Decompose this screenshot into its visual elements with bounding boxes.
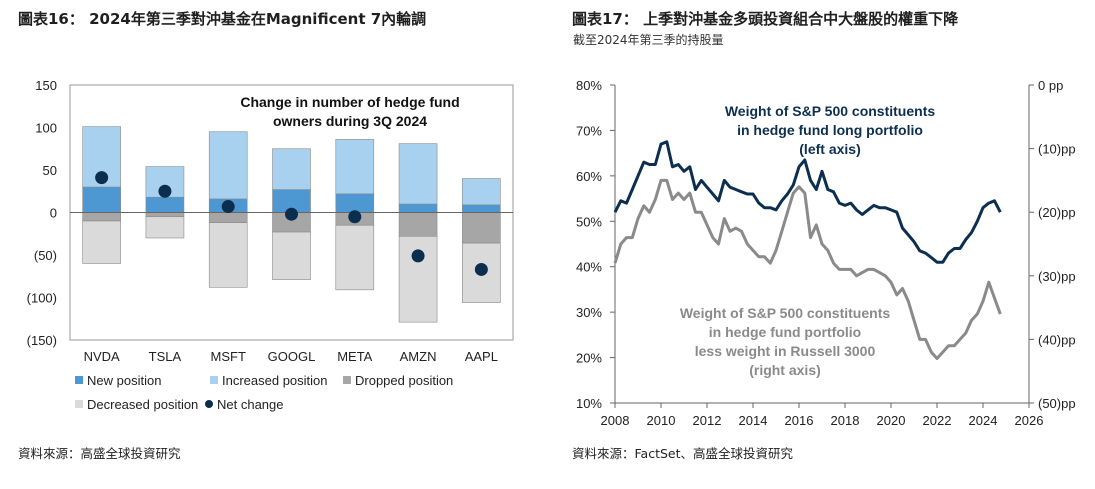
left-source: 資料來源：高盛全球投資研究 <box>18 446 181 461</box>
net-change-point <box>221 200 235 214</box>
bar-decreased-position <box>335 224 375 291</box>
legend-marker <box>205 400 213 408</box>
bar-new-position <box>145 196 185 213</box>
relative-weight-line <box>613 178 1002 360</box>
bar-new-position <box>82 186 121 213</box>
bar-new-position <box>462 204 501 213</box>
annotation-long-portfolio: Weight of S&P 500 constituents <box>725 103 936 119</box>
x-tick-label: 2022 <box>923 413 952 428</box>
left-y-tick-label: 60% <box>576 169 602 184</box>
y-tick-label: (50) <box>34 248 57 263</box>
legend-label: Decreased position <box>87 397 198 412</box>
annotation-relative-weight: Weight of S&P 500 constituents <box>680 305 891 321</box>
x-tick-label: 2020 <box>877 413 906 428</box>
x-tick-label: AMZN <box>400 349 437 364</box>
bar-increased-position <box>208 131 248 200</box>
legend-label: Net change <box>217 397 284 412</box>
net-change-point <box>95 171 109 185</box>
x-tick-label: 2026 <box>1015 413 1044 428</box>
left-y-tick-label: 10% <box>576 396 602 411</box>
bar-decreased-position <box>82 220 121 264</box>
net-change-point <box>285 207 298 221</box>
x-tick-label: TSLA <box>149 349 182 364</box>
chart-title-line-1: Change in number of hedge fund <box>240 94 459 110</box>
bar-decreased-position <box>272 231 311 280</box>
bar-new-position <box>398 203 438 213</box>
annotation-relative-weight: less weight in Russell 3000 <box>695 343 876 359</box>
net-change-point <box>474 262 488 276</box>
annotation-relative-weight: in hedge fund portfolio <box>709 324 861 340</box>
x-tick-label: MSFT <box>211 349 246 364</box>
right-y-tick-label: (40)pp <box>1038 332 1076 347</box>
bar-increased-position <box>335 139 375 195</box>
annotation-relative-weight: (right axis) <box>749 362 821 378</box>
left-y-tick-label: 40% <box>576 260 602 275</box>
bar-dropped-position <box>82 212 121 222</box>
net-change-point <box>411 249 425 263</box>
bar-decreased-position <box>145 216 185 239</box>
net-change-point <box>158 184 172 198</box>
bar-chart: 150 100 50 0 (50) (100) (150) NVDA TSLA MSFT GOOG… <box>27 78 514 412</box>
y-tick-label: 0 <box>50 206 57 221</box>
right-figure-title: 圖表17： 上季對沖基金多頭投資組合中大盤股的權重下降 <box>572 10 959 28</box>
long-portfolio-weight-line <box>613 140 1002 264</box>
legend-swatch <box>75 400 83 408</box>
legend-swatch <box>343 376 351 384</box>
x-tick-label: 2024 <box>969 413 998 428</box>
left-figure: 圖表16： 2024年第三季對沖基金在Magnificent 7內輪調 150 1… <box>0 0 545 489</box>
legend-label: Increased position <box>222 373 328 388</box>
right-figure-subtitle: 截至2024年第三季的持股量 <box>573 33 724 47</box>
y-tick-label: (150) <box>27 333 57 348</box>
y-tick-label: (100) <box>27 291 57 306</box>
bar-dropped-position <box>398 212 438 237</box>
left-y-tick-label: 50% <box>576 214 602 229</box>
bar-decreased-position <box>208 222 248 288</box>
annotation-long-portfolio: (left axis) <box>799 141 860 157</box>
legend-label: Dropped position <box>355 373 453 388</box>
bar-dropped-position <box>208 212 248 223</box>
x-tick-label: GOOGL <box>268 349 316 364</box>
x-tick-label: 2008 <box>601 413 630 428</box>
net-change-point <box>348 210 362 224</box>
bar-new-position <box>335 193 375 213</box>
left-y-tick-label: 20% <box>576 351 602 366</box>
bar-increased-position <box>272 148 311 190</box>
y-tick-label: 100 <box>35 121 57 136</box>
y-tick-label: 50 <box>43 163 57 178</box>
bar-decreased-position <box>398 236 438 323</box>
bar-dropped-position <box>145 212 185 218</box>
x-tick-label: 2016 <box>785 413 814 428</box>
right-y-tick-label: (30)pp <box>1038 269 1076 284</box>
x-tick-label: 2010 <box>647 413 676 428</box>
left-figure-title: 圖表16： 2024年第三季對沖基金在Magnificent 7內輪調 <box>18 10 427 28</box>
left-y-tick-label: 70% <box>576 123 602 138</box>
legend-swatch <box>75 376 83 384</box>
right-y-tick-label: 0 pp <box>1038 78 1063 93</box>
annotation-long-portfolio: in hedge fund long portfolio <box>737 122 923 138</box>
x-tick-label: 2018 <box>831 413 860 428</box>
chart-title-line-2: owners during 3Q 2024 <box>273 113 427 129</box>
x-tick-label: AAPL <box>465 349 498 364</box>
line-chart: 80% 70% 60% 50% 40% 30% 20% 10% 0 pp (10)pp (20)p… <box>576 78 1076 428</box>
x-tick-label: 2012 <box>693 413 722 428</box>
right-y-tick-label: (50)pp <box>1038 396 1076 411</box>
right-source: 資料來源：FactSet、高盛全球投資研究 <box>572 446 794 461</box>
x-tick-label: META <box>337 349 372 364</box>
right-figure: 圖表17： 上季對沖基金多頭投資組合中大盤股的權重下降 截至2024年第三季的持… <box>545 0 1095 489</box>
x-tick-label: NVDA <box>84 349 120 364</box>
right-y-tick-label: (10)pp <box>1038 142 1076 157</box>
left-y-tick-label: 80% <box>576 78 602 93</box>
legend-swatch <box>210 376 218 384</box>
y-tick-label: 150 <box>35 78 57 93</box>
bar-dropped-position <box>462 212 501 244</box>
right-y-tick-label: (20)pp <box>1038 205 1076 220</box>
left-y-tick-label: 30% <box>576 305 602 320</box>
bar-increased-position <box>462 178 501 206</box>
x-tick-label: 2014 <box>739 413 768 428</box>
legend-label: New position <box>87 373 161 388</box>
bar-increased-position <box>398 143 438 205</box>
